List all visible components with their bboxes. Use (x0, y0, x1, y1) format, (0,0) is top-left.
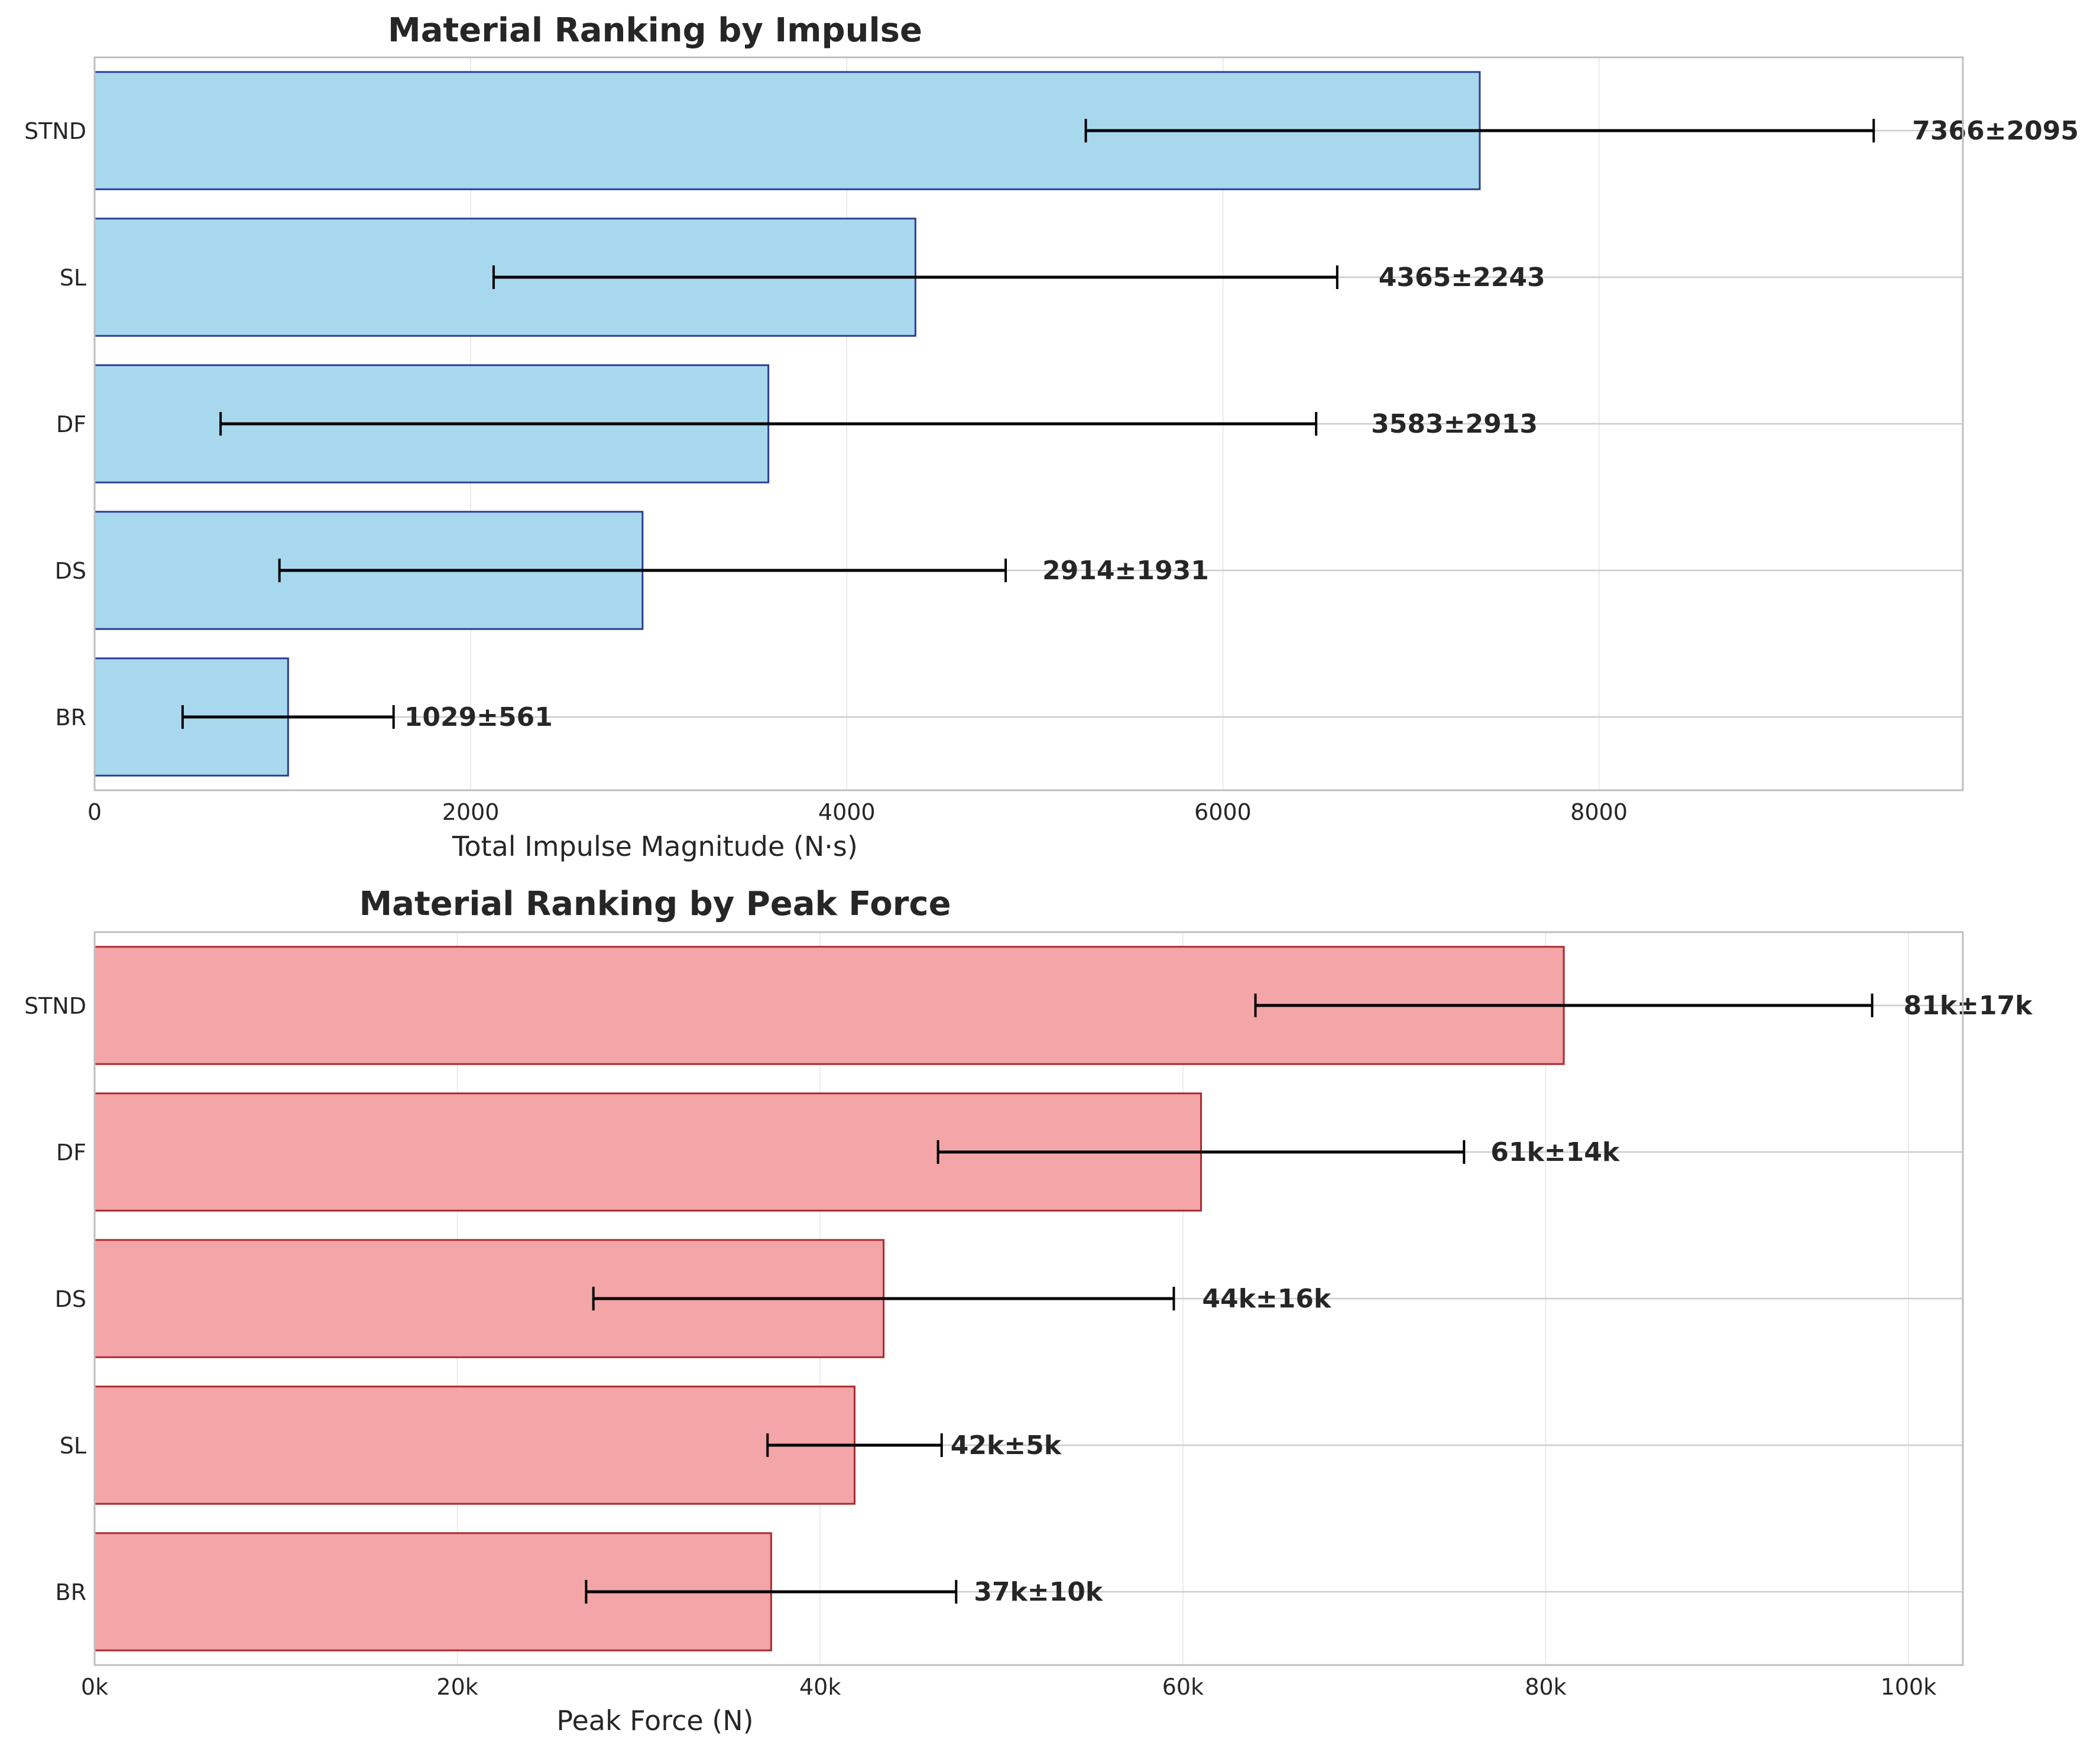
impulse-chart-title: Material Ranking by Impulse (388, 11, 922, 50)
impulse-y-tick-label-br: BR (56, 705, 86, 731)
impulse-x-tick-label: 0 (88, 799, 102, 825)
peak-force-y-tick-label-df: DF (56, 1140, 86, 1166)
peak-force-x-tick-label: 60k (1162, 1674, 1204, 1700)
impulse-y-tick-label-ds: DS (55, 558, 86, 584)
impulse-data-label-stnd: 7366±2095 (1912, 116, 2079, 146)
impulse-x-tick-label: 8000 (1570, 799, 1628, 825)
peak-force-data-label-br: 37k±10k (974, 1577, 1104, 1607)
impulse-data-label-df: 3583±2913 (1371, 409, 1538, 439)
peak-force-x-axis-label: Peak Force (N) (556, 1705, 753, 1737)
impulse-y-tick-label-sl: SL (60, 265, 86, 291)
impulse-data-label-ds: 2914±1931 (1042, 556, 1209, 586)
impulse-axes-frame (93, 56, 1964, 791)
peak-force-chart-title: Material Ranking by Peak Force (359, 885, 951, 923)
impulse-x-tick-label: 6000 (1194, 799, 1252, 825)
peak-force-x-tick-label: 100k (1881, 1674, 1937, 1700)
peak-force-x-tick-label: 80k (1525, 1674, 1566, 1700)
impulse-data-label-sl: 4365±2243 (1379, 262, 1545, 293)
impulse-y-tick-label-df: DF (56, 411, 86, 437)
impulse-x-tick-label: 4000 (818, 799, 876, 825)
peak-force-x-tick-label: 20k (436, 1674, 478, 1700)
impulse-x-axis-label: Total Impulse Magnitude (N·s) (452, 830, 858, 862)
peak-force-y-tick-label-br: BR (56, 1579, 86, 1605)
peak-force-bar-sl (93, 1385, 855, 1505)
peak-force-axes-frame (93, 931, 1964, 1666)
peak-force-data-label-sl: 42k±5k (951, 1430, 1062, 1461)
peak-force-y-tick-label-ds: DS (55, 1286, 86, 1312)
peak-force-data-label-df: 61k±14k (1490, 1137, 1621, 1167)
peak-force-chart: Material Ranking by Peak Force Peak Forc… (24, 885, 2033, 1737)
impulse-chart: Material Ranking by Impulse Total Impuls… (24, 11, 2079, 862)
peak-force-x-tick-label: 40k (799, 1674, 841, 1700)
peak-force-x-tick-label: 0k (81, 1674, 108, 1700)
impulse-y-tick-label-stnd: STND (24, 118, 86, 144)
impulse-data-label-br: 1029±561 (404, 702, 553, 732)
peak-force-y-tick-label-stnd: STND (24, 993, 86, 1019)
peak-force-y-tick-label-sl: SL (60, 1433, 86, 1459)
impulse-x-tick-label: 2000 (442, 799, 500, 825)
peak-force-data-label-stnd: 81k±17k (1904, 991, 2034, 1021)
peak-force-data-label-ds: 44k±16k (1202, 1284, 1332, 1314)
